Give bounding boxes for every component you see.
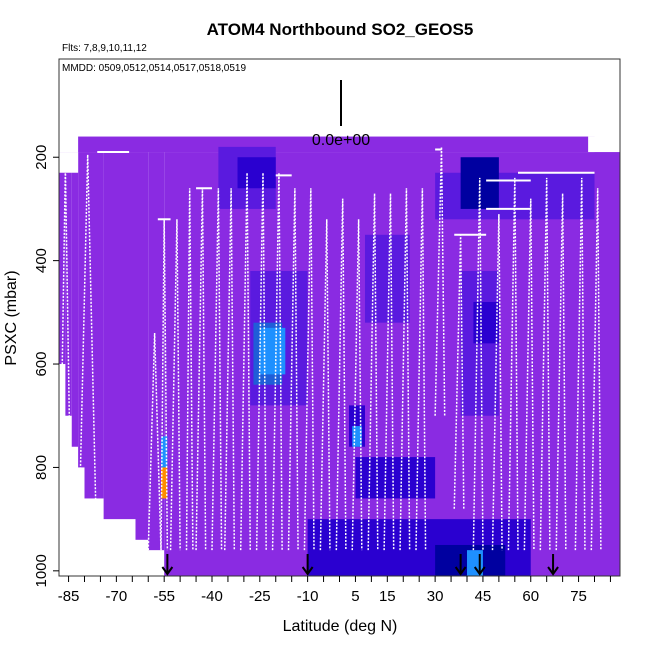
heatmap-cell	[365, 234, 410, 323]
arrow-marker	[454, 554, 467, 576]
flight-track-profile	[185, 188, 194, 551]
x-tick-label: -40	[201, 588, 223, 605]
flight-track-profile	[507, 177, 519, 551]
heatmap-cell	[84, 152, 104, 499]
arrow-markers	[161, 554, 559, 576]
heatmap-cell	[161, 436, 168, 468]
heatmap-cell	[352, 426, 362, 447]
flight-track-profile	[211, 188, 223, 551]
y-tick-label: 600	[33, 352, 50, 377]
heatmap-cell	[135, 152, 149, 540]
flight-track-profile	[169, 219, 181, 551]
arrow-marker	[547, 554, 559, 576]
flight-tracks	[58, 146, 602, 571]
arrow-marker	[161, 554, 174, 576]
flight-track-profile	[77, 154, 98, 571]
flight-track-profile	[335, 198, 347, 551]
flight-track-profile	[319, 219, 331, 551]
dates-note: MMDD: 0509,0512,0514,0517,0518,0519	[62, 63, 246, 74]
flights-note: Flts: 7,8,9,10,11,12	[62, 43, 147, 54]
flight-track-profile	[287, 188, 299, 551]
flight-track-profile	[491, 214, 503, 551]
heatmap-cell	[148, 152, 165, 551]
x-tick-label: -55	[153, 588, 175, 605]
x-tick-label: 5	[351, 588, 359, 605]
x-axis-title: Latitude (deg N)	[283, 618, 398, 635]
y-tick-label: 400	[33, 248, 50, 273]
heatmap-cell	[355, 457, 436, 499]
arrow-marker	[473, 554, 486, 576]
x-axis: -85 -70 -55 -40 -25 -10 5 15 30 45 60 75	[58, 576, 611, 605]
flight-track-profile	[147, 332, 162, 551]
x-tick-label: -85	[58, 588, 80, 605]
x-tick-label: 15	[379, 588, 396, 605]
heatmap-cell	[65, 152, 72, 416]
heatmap-cell	[237, 157, 276, 189]
y-tick-label: 800	[33, 455, 50, 480]
x-tick-label: -10	[297, 588, 319, 605]
x-tick-label: -25	[249, 588, 271, 605]
flight-track-profile	[539, 177, 551, 551]
heatmap-cell	[161, 467, 168, 499]
plot-area	[58, 58, 621, 577]
x-tick-label: 45	[475, 588, 492, 605]
x-tick-label: 60	[522, 588, 539, 605]
flight-track-profile	[224, 188, 236, 551]
flight-track-profile	[351, 219, 363, 551]
heatmap-cell	[594, 152, 620, 576]
flight-track-profile	[590, 188, 602, 551]
heatmap-cell	[59, 152, 79, 173]
heatmap-cell	[103, 152, 136, 520]
flight-track-profile	[415, 188, 427, 551]
flight-track-profile	[303, 188, 315, 551]
heatmap-cell	[78, 152, 85, 468]
arrow-marker	[301, 554, 314, 576]
x-tick-label: 75	[570, 588, 587, 605]
flight-track-profile	[399, 188, 411, 551]
color-scale-label: 0.0e+00	[312, 132, 370, 149]
flight-track-profile	[472, 177, 484, 551]
chart-title: ATOM4 Northbound SO2_GEOS5	[207, 20, 474, 39]
x-tick-label: -70	[106, 588, 128, 605]
y-axis-title: PSXC (mbar)	[3, 270, 20, 365]
y-tick-label: 1000	[33, 554, 50, 587]
flight-track-profile	[523, 198, 535, 551]
flight-track-profile	[574, 177, 586, 551]
heatmap-cell	[78, 136, 595, 153]
x-tick-label: 30	[427, 588, 444, 605]
y-axis: 200 400 600 800 1000	[33, 145, 59, 588]
heatmap-cell	[59, 152, 66, 365]
heatmap-cell	[588, 136, 620, 153]
heatmap-cell	[71, 152, 79, 447]
flight-track-profile	[434, 146, 446, 416]
heatmap-cell	[460, 157, 499, 209]
y-tick-label: 200	[33, 145, 50, 170]
